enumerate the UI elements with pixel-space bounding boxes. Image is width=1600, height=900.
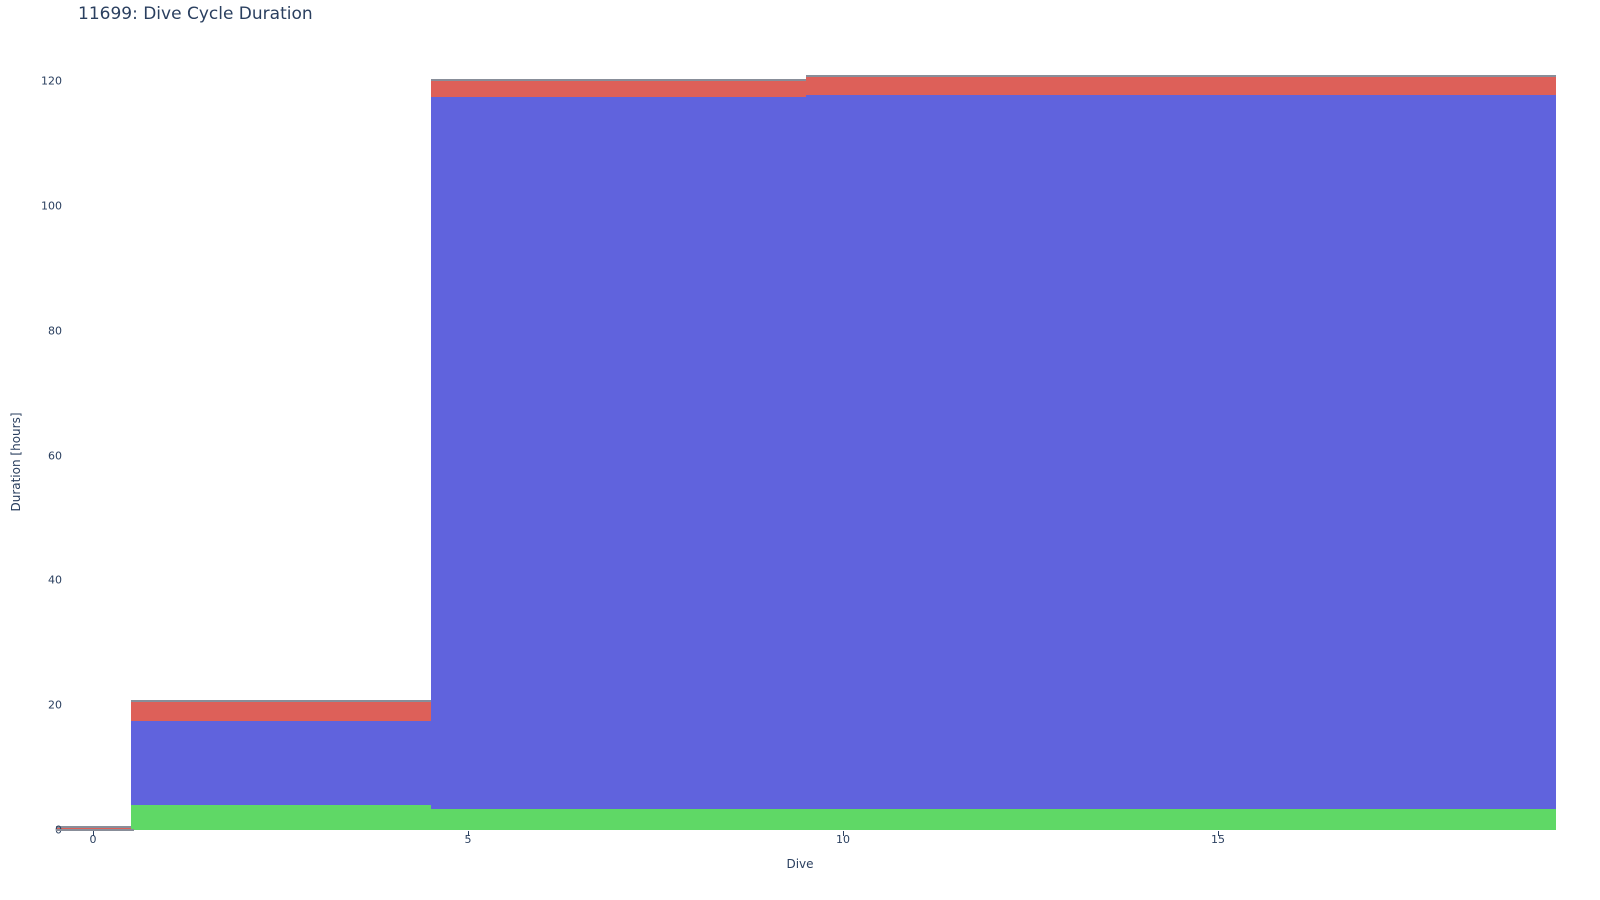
bar-segment[interactable] [1255, 95, 1331, 809]
bar-segment[interactable] [580, 808, 656, 830]
bar-segment[interactable] [355, 805, 431, 830]
bar-segment[interactable] [1405, 95, 1481, 809]
bar-segment[interactable] [1405, 808, 1481, 830]
bar-segment[interactable] [880, 95, 956, 809]
bar-segment[interactable] [1180, 75, 1256, 78]
bar-segment[interactable] [1330, 808, 1406, 830]
bar-segment[interactable] [280, 702, 356, 721]
x-axis-tick-mark [843, 831, 844, 836]
x-axis-tick-label: 5 [464, 833, 472, 846]
bar-segment[interactable] [1180, 77, 1256, 96]
bar-segment[interactable] [1105, 77, 1181, 96]
bar-segment[interactable] [1105, 75, 1181, 78]
bar-segment[interactable] [280, 700, 356, 703]
bar-segment[interactable] [55, 826, 131, 829]
bar-segment[interactable] [655, 808, 731, 830]
bar-segment[interactable] [655, 81, 731, 98]
bar-segment[interactable] [955, 75, 1031, 78]
bar-segment[interactable] [1030, 77, 1106, 96]
bar-segment[interactable] [1480, 95, 1556, 809]
bar-segment[interactable] [505, 808, 581, 830]
bar-segment[interactable] [280, 805, 356, 830]
bar-segment[interactable] [1330, 95, 1406, 809]
bar-segment[interactable] [655, 97, 731, 809]
bar-segment[interactable] [880, 808, 956, 830]
bar-segment[interactable] [955, 77, 1031, 96]
bar-segment[interactable] [805, 75, 881, 78]
x-axis-tick-label: 15 [1211, 833, 1225, 846]
bar-segment[interactable] [280, 720, 356, 806]
bar-segment[interactable] [430, 97, 506, 809]
x-axis-tick-mark [468, 831, 469, 836]
bar-segment[interactable] [805, 808, 881, 830]
x-axis-tick-mark [93, 831, 94, 836]
bar-segment[interactable] [1255, 75, 1331, 78]
bar-segment[interactable] [1105, 95, 1181, 809]
bar-segment[interactable] [205, 720, 281, 806]
bar-segment[interactable] [205, 702, 281, 721]
bar-segment[interactable] [1255, 808, 1331, 830]
bar-segment[interactable] [580, 79, 656, 81]
chart-title: 11699: Dive Cycle Duration [78, 4, 313, 24]
bar-segment[interactable] [130, 700, 206, 703]
bar-segment[interactable] [1030, 808, 1106, 830]
bar-segment[interactable] [805, 95, 881, 809]
y-axis-tick-label: 40 [48, 573, 62, 587]
y-axis-tick-label: 120 [41, 74, 62, 88]
bar-segment[interactable] [1330, 77, 1406, 96]
y-axis-tick-label: 60 [48, 449, 62, 462]
bar-segment[interactable] [1105, 808, 1181, 830]
bar-segment[interactable] [1330, 75, 1406, 78]
bar-segment[interactable] [1480, 808, 1556, 830]
bar-segment[interactable] [430, 808, 506, 830]
y-axis-tick-label: 20 [48, 698, 62, 712]
bar-segment[interactable] [430, 81, 506, 98]
bar-segment[interactable] [130, 702, 206, 721]
y-axis-tick-label: 100 [41, 199, 62, 213]
bar-segment[interactable] [1180, 95, 1256, 809]
bar-segment[interactable] [1255, 77, 1331, 96]
bar-segment[interactable] [205, 805, 281, 830]
y-axis-tick-label: 80 [48, 324, 62, 338]
x-axis-tick-label: 10 [836, 833, 850, 846]
bar-segment[interactable] [1030, 75, 1106, 78]
bar-segment[interactable] [805, 77, 881, 96]
bar-segment[interactable] [355, 700, 431, 703]
bar-segment[interactable] [730, 97, 806, 809]
bar-segment[interactable] [355, 720, 431, 806]
bar-segment[interactable] [430, 79, 506, 81]
bar-segment[interactable] [505, 97, 581, 809]
bar-segment[interactable] [1030, 95, 1106, 809]
bar-segment[interactable] [205, 700, 281, 703]
bar-segment[interactable] [1405, 77, 1481, 96]
bar-segment[interactable] [580, 97, 656, 809]
bar-segment[interactable] [580, 81, 656, 98]
bar-segment[interactable] [880, 75, 956, 78]
y-axis-title: Duration [hours] [9, 412, 23, 512]
bar-segment[interactable] [655, 79, 731, 81]
x-axis-title: Dive [786, 857, 814, 871]
x-axis-tick-label: 0 [89, 833, 97, 846]
bar-segment[interactable] [505, 81, 581, 98]
bar-segment[interactable] [730, 79, 806, 81]
bar-segment[interactable] [955, 95, 1031, 809]
bar-segment[interactable] [130, 720, 206, 806]
bar-segment[interactable] [1480, 75, 1556, 78]
bar-segment[interactable] [1180, 808, 1256, 830]
bar-segment[interactable] [505, 79, 581, 81]
x-axis-tick-mark [1218, 831, 1219, 836]
bar-segment[interactable] [1480, 77, 1556, 96]
bar-segment[interactable] [1405, 75, 1481, 78]
bar-segment[interactable] [130, 805, 206, 830]
bar-segment[interactable] [730, 81, 806, 98]
bar-segment[interactable] [955, 808, 1031, 830]
zero-baseline [56, 829, 134, 831]
bar-segment[interactable] [730, 808, 806, 830]
bar-segment[interactable] [880, 77, 956, 96]
bar-segment[interactable] [355, 702, 431, 721]
